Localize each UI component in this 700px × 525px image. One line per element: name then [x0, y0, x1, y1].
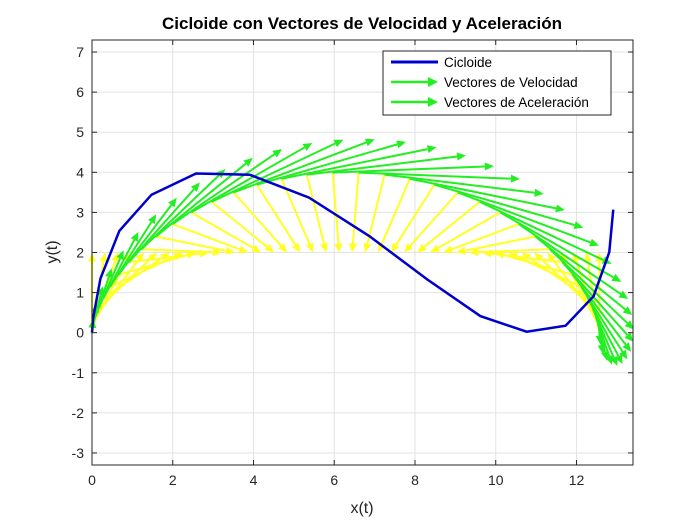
y-tick-label: 1	[76, 285, 84, 301]
velocity-vector	[102, 232, 139, 299]
acceleration-vector	[443, 223, 520, 254]
acceleration-vector	[404, 191, 459, 253]
velocity-vector	[534, 235, 633, 316]
y-tick-label: 2	[76, 245, 84, 261]
x-tick-label: 2	[169, 472, 177, 488]
legend-velocity-swatch	[391, 77, 438, 87]
y-tick-label: -3	[72, 445, 85, 461]
acceleration-vector	[391, 184, 436, 253]
acceleration-vector	[305, 174, 328, 253]
velocity-vector	[155, 157, 253, 238]
velocity-vector	[580, 286, 628, 360]
acceleration-vector	[172, 223, 249, 254]
x-tick-label: 0	[88, 472, 96, 488]
velocity-vector	[572, 274, 632, 352]
velocity-vector	[384, 173, 544, 197]
legend-acceleration-swatch	[391, 97, 438, 107]
x-tick-label: 12	[569, 472, 585, 488]
x-axis-label: x(t)	[350, 500, 373, 517]
velocity-vector	[128, 182, 200, 263]
velocity-vector	[190, 142, 313, 214]
x-tick-label: 8	[411, 472, 419, 488]
legend: Cicloide Vectores de Velocidad Vectores …	[382, 50, 612, 116]
velocity-vector	[499, 211, 622, 282]
y-tick-label: 5	[76, 124, 84, 140]
velocity-vector	[109, 214, 157, 288]
acceleration-vector	[256, 184, 301, 253]
acceleration-vector	[417, 201, 481, 253]
x-tick-label: 6	[330, 472, 338, 488]
y-tick-label: 4	[76, 164, 84, 180]
chart-title: Cicloide con Vectores de Velocidad y Ace…	[162, 14, 562, 33]
acceleration-vector	[331, 172, 343, 253]
acceleration-vector	[430, 211, 501, 253]
velocity-vector	[518, 223, 629, 300]
velocity-vector	[457, 191, 599, 247]
cycloid-layer	[90, 172, 615, 334]
y-tick-label: 6	[76, 84, 84, 100]
cycloid-curve	[90, 172, 615, 334]
velocity-vector	[586, 297, 623, 365]
velocity-vector	[434, 183, 584, 229]
velocity-vector	[549, 248, 634, 330]
velocity-vector	[332, 162, 494, 174]
ticks	[91, 40, 633, 465]
acceleration-vector	[348, 172, 360, 253]
acceleration-vector	[210, 201, 275, 253]
legend-entry-cicloide: Cicloide	[444, 55, 492, 70]
acceleration-vector	[141, 248, 223, 257]
legend-entry-velocidad: Vectores de Velocidad	[444, 75, 578, 90]
legend-entry-aceleracion: Vectores de Aceleración	[444, 95, 589, 110]
x-tick-label: 4	[250, 472, 258, 488]
y-axis-label: y(t)	[44, 240, 61, 263]
velocity-vector	[97, 250, 124, 309]
acceleration-vector	[232, 191, 288, 253]
x-tick-label: 10	[488, 472, 504, 488]
velocity-vector	[117, 197, 177, 276]
velocity-vector	[561, 261, 634, 342]
y-tick-label: -1	[72, 365, 85, 381]
velocity-vector	[211, 139, 344, 203]
acceleration-vector	[363, 174, 386, 253]
velocity-vector	[281, 145, 437, 180]
y-tick-label: 3	[76, 204, 84, 220]
acceleration-vector	[456, 235, 536, 255]
velocity-vector	[595, 331, 604, 345]
velocity-vector	[358, 171, 520, 183]
velocity-vector	[256, 140, 406, 186]
velocity-vector	[172, 149, 282, 225]
y-tick-label: 0	[76, 325, 84, 341]
y-tick-label: 7	[76, 44, 84, 60]
velocity-vector	[306, 152, 466, 176]
acceleration-vector	[190, 211, 262, 253]
y-tick-label: -2	[72, 405, 85, 421]
velocity-vector	[233, 138, 375, 194]
velocity-vector	[409, 177, 565, 213]
velocity-vectors	[88, 138, 634, 366]
velocity-vector	[94, 268, 113, 317]
acceleration-vector	[155, 235, 236, 255]
